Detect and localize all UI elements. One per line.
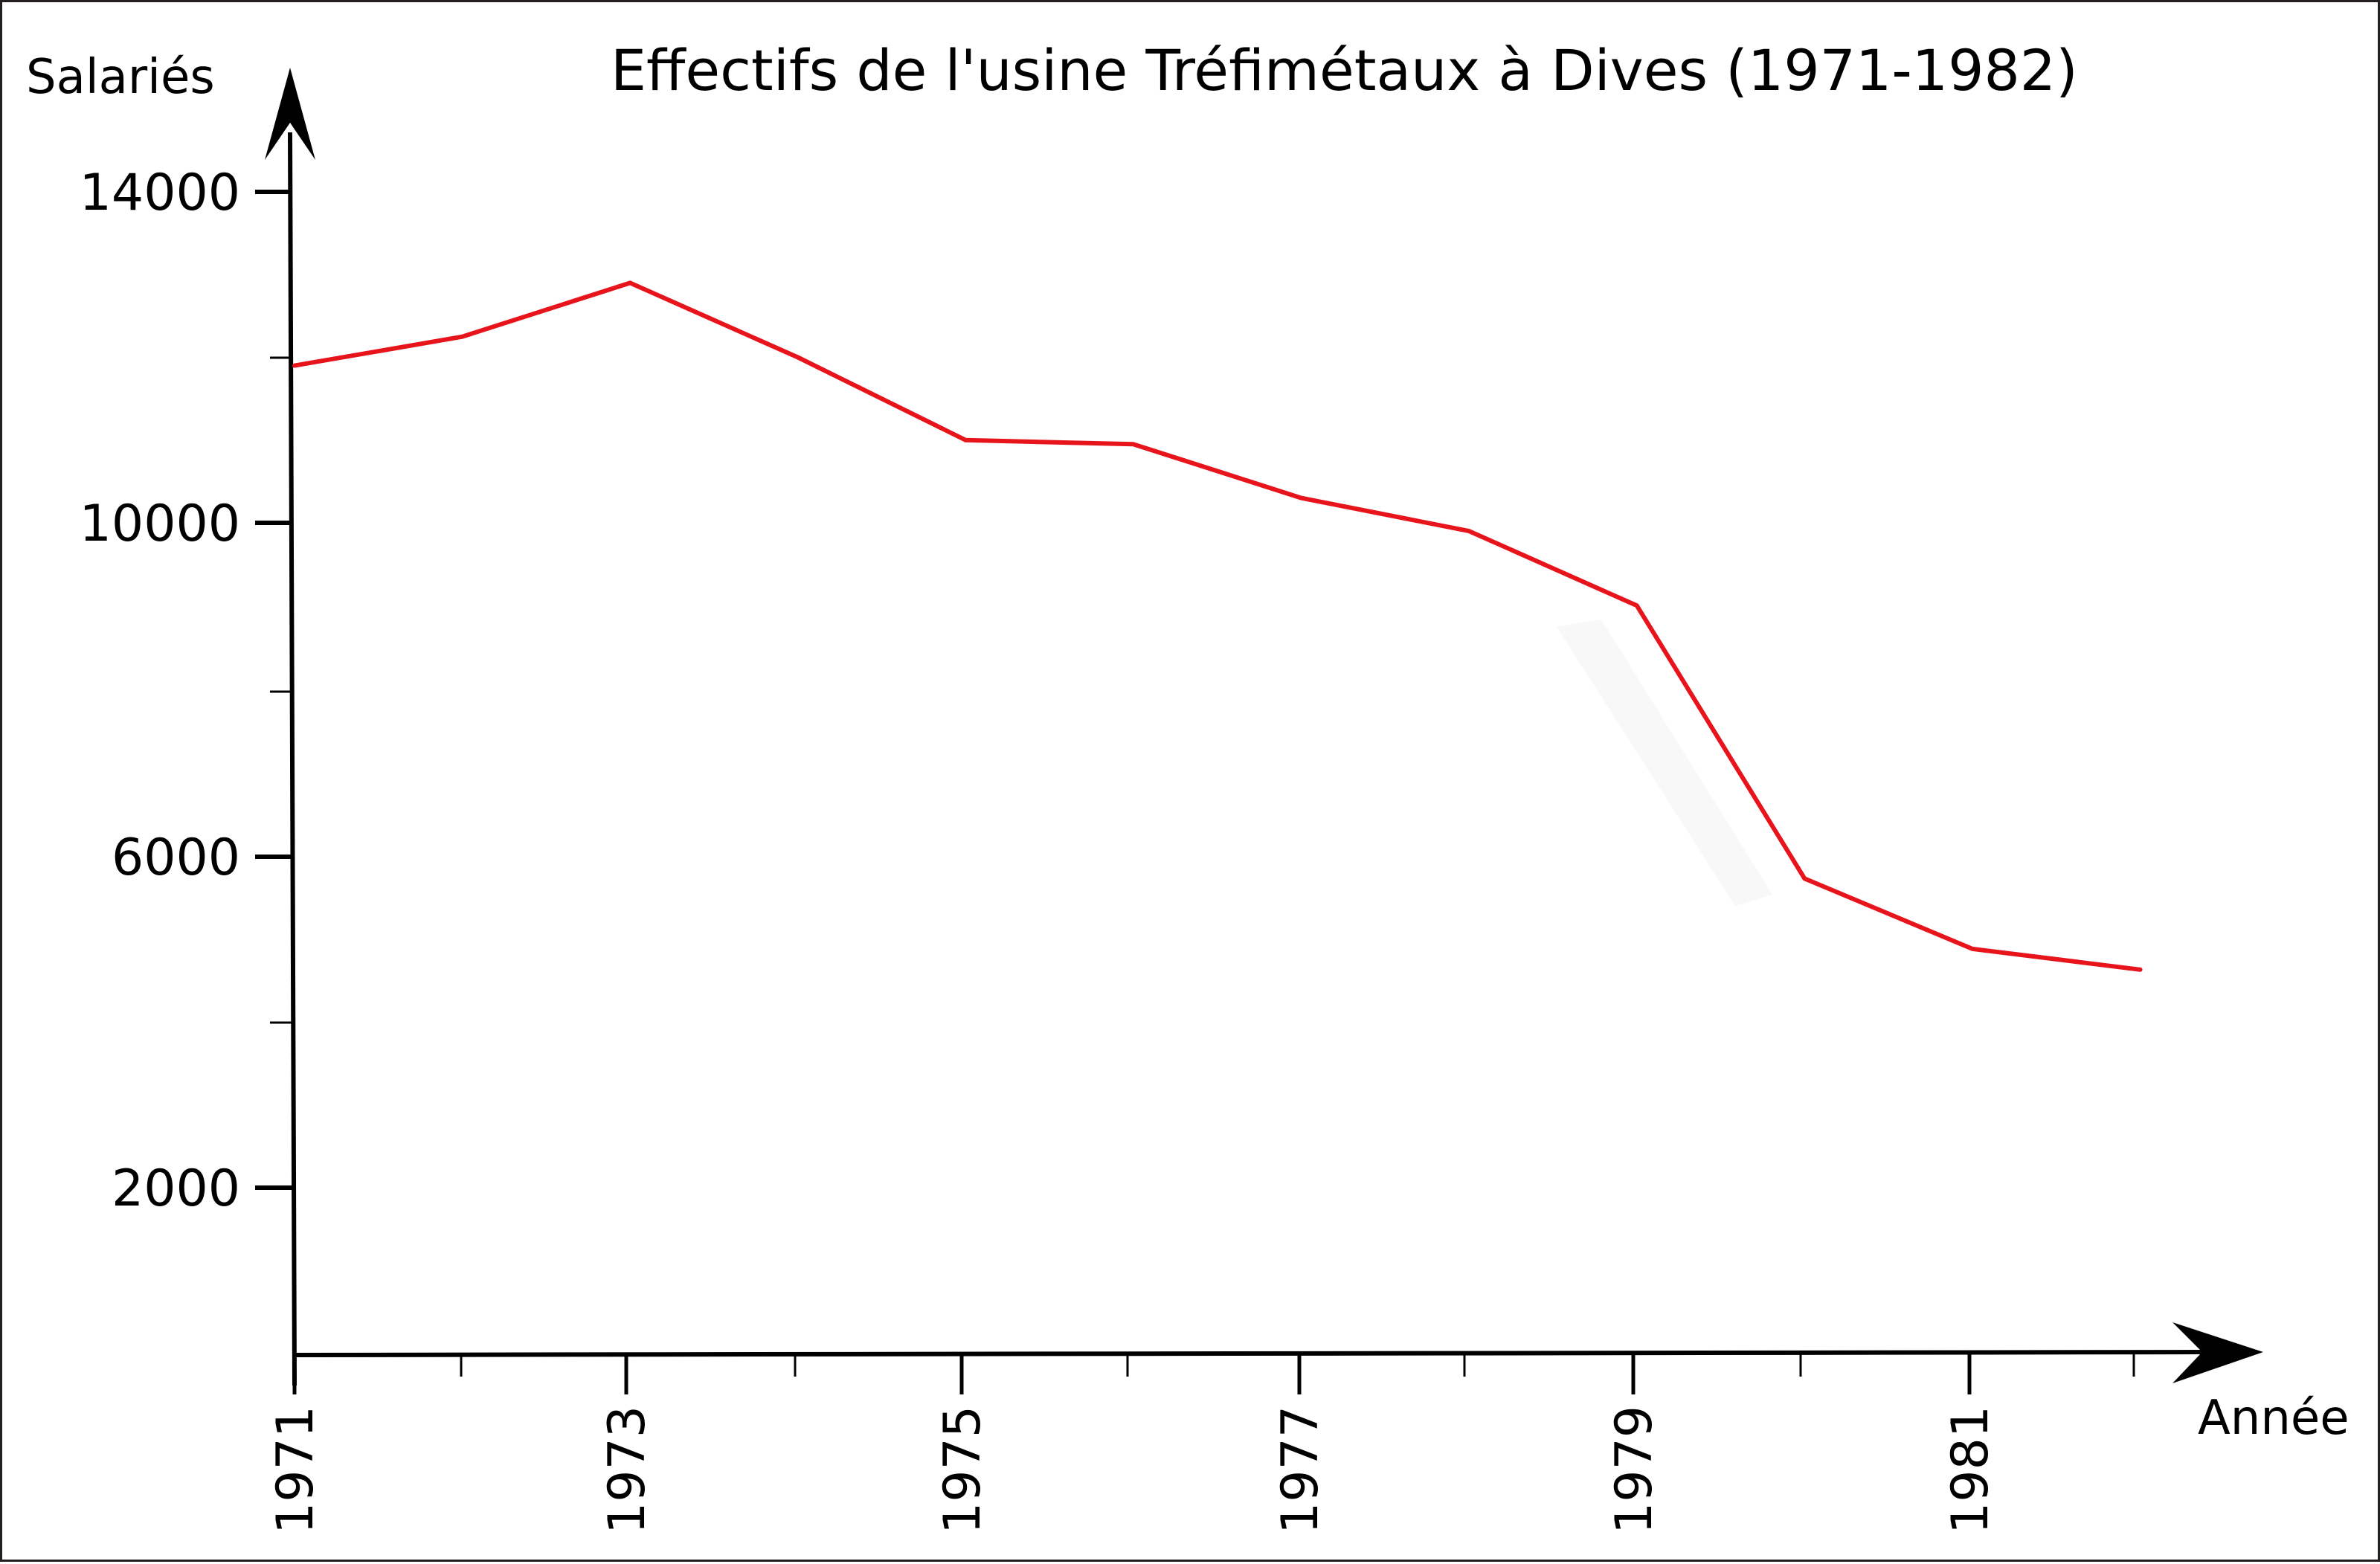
- x-tick-label: 1979: [1605, 1406, 1664, 1534]
- y-tick-label: 6000: [112, 828, 240, 887]
- x-tick-label: 1977: [1271, 1406, 1330, 1534]
- x-tick-label: 1971: [266, 1406, 325, 1534]
- y-tick-labels: 14000 10000 6000 2000: [80, 164, 240, 1218]
- x-tick-label: 1981: [1941, 1406, 2000, 1534]
- x-axis-label: Année: [2198, 1391, 2350, 1446]
- y-axis-label: Salariés: [26, 50, 215, 105]
- x-axis: [292, 1322, 2263, 1394]
- y-tick-label: 14000: [80, 164, 240, 222]
- y-tick-label: 10000: [80, 495, 240, 553]
- arrow-right-icon: [2172, 1322, 2263, 1383]
- y-axis: [255, 68, 315, 1386]
- x-tick-label: 1973: [598, 1406, 657, 1534]
- x-tick-label: 1975: [933, 1406, 992, 1534]
- y-tick-label: 2000: [112, 1159, 240, 1218]
- scan-artifact: [1557, 620, 1772, 906]
- chart-title: Effectifs de l'usine Tréfimétaux à Dives…: [611, 37, 2078, 103]
- x-tick-labels: 1971 1973 1975 1977 1979 1981: [266, 1406, 2000, 1534]
- data-line-salaries: [292, 280, 2143, 972]
- arrow-up-icon: [265, 68, 315, 160]
